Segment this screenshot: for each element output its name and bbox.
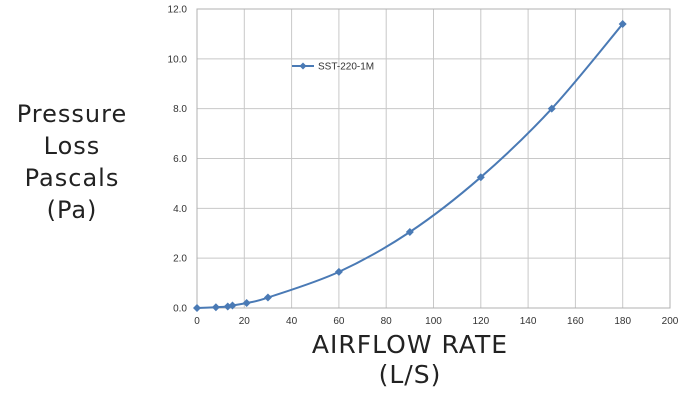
data-point-marker	[242, 299, 251, 308]
legend-label: SST-220-1M	[318, 62, 374, 73]
y-tick-label: 6.0	[173, 154, 187, 165]
x-tick-label: 140	[520, 316, 537, 327]
data-point-marker	[476, 173, 485, 182]
y-axis-label-line: Pascals	[24, 164, 120, 192]
y-tick-labels: 0.0 2.0 4.0 6.0 8.0 10.0 12.0	[168, 5, 188, 315]
plot-area-border	[196, 8, 671, 309]
x-tick-label: 20	[239, 316, 251, 327]
x-tick-label: 120	[472, 316, 489, 327]
x-tick-label: 200	[662, 316, 678, 327]
y-axis-label-line: (Pa)	[46, 196, 98, 224]
series-layer	[193, 19, 627, 312]
data-point-marker	[263, 293, 272, 302]
data-point-marker	[547, 104, 556, 113]
data-point-marker	[618, 19, 627, 28]
x-tick-label: 180	[614, 316, 631, 327]
x-axis-label: AIRFLOW RATE (L/S)	[300, 330, 520, 390]
legend-marker	[299, 62, 307, 70]
x-axis-label-line: (L/S)	[378, 360, 442, 389]
y-tick-label: 12.0	[168, 5, 188, 16]
x-tick-labels: 0 20 40 60 80 100 120 140 160 180 200	[194, 316, 678, 327]
y-tick-label: 2.0	[173, 254, 187, 265]
x-axis-label-line: AIRFLOW RATE	[311, 330, 509, 359]
series-line	[196, 23, 624, 309]
x-tick-label: 40	[286, 316, 298, 327]
y-axis-label-line: Pressure	[16, 100, 128, 128]
grid	[196, 8, 671, 309]
legend: SST-220-1M	[292, 62, 374, 73]
data-point-marker	[334, 267, 343, 276]
data-point-marker	[228, 301, 237, 310]
x-tick-label: 80	[381, 316, 393, 327]
y-tick-label: 8.0	[173, 104, 187, 115]
data-point-marker	[193, 304, 201, 312]
data-point-marker	[211, 303, 220, 312]
y-tick-label: 4.0	[173, 204, 187, 215]
y-tick-label: 0.0	[173, 304, 187, 315]
x-tick-label: 100	[425, 316, 442, 327]
y-axis-label: Pressure Loss Pascals (Pa)	[4, 98, 140, 226]
x-tick-label: 60	[333, 316, 345, 327]
x-tick-label: 0	[194, 316, 200, 327]
y-tick-label: 10.0	[168, 54, 188, 65]
y-axis-label-line: Loss	[43, 132, 101, 160]
data-point-marker	[405, 228, 414, 237]
x-tick-label: 160	[567, 316, 584, 327]
